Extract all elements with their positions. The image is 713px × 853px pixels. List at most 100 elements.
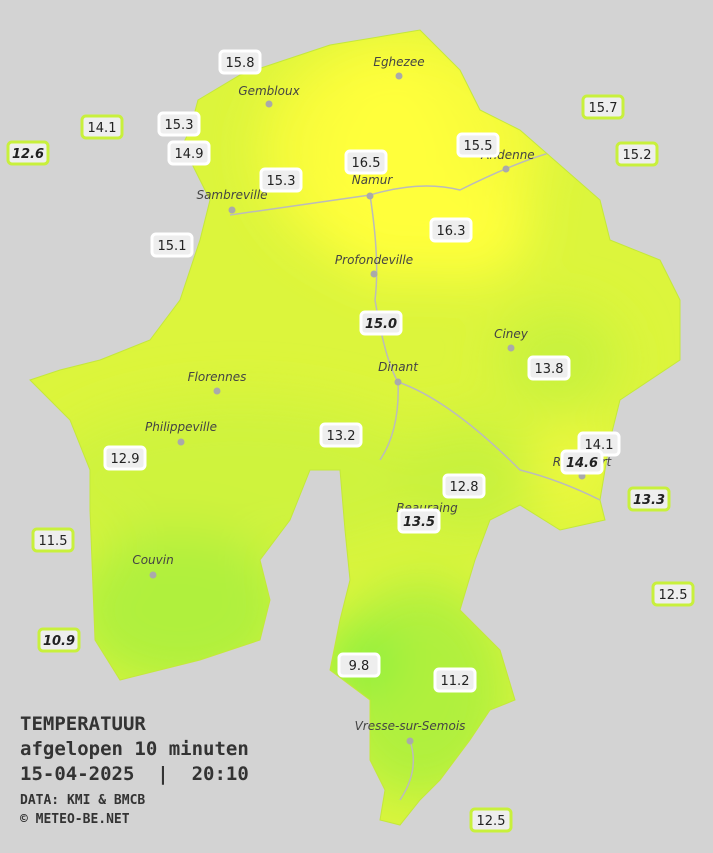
station-box	[319, 422, 363, 448]
title: TEMPERATUUR	[20, 713, 146, 735]
station: 13.8	[527, 355, 571, 381]
station-value: 9.8	[349, 659, 370, 674]
station-value: 15.8	[226, 56, 255, 71]
station: 16.3	[429, 217, 473, 243]
subtitle: afgelopen 10 minuten	[20, 738, 249, 760]
station: 16.5	[344, 149, 388, 175]
station-box	[167, 140, 211, 166]
town-label: Sambreville	[196, 188, 267, 202]
station-value: 10.9	[43, 634, 75, 649]
station-value: 16.3	[437, 224, 466, 239]
town-dot	[395, 72, 403, 80]
station: 15.3	[259, 167, 303, 193]
station-box	[456, 132, 500, 158]
station: 12.9	[103, 445, 147, 471]
town-dot	[507, 344, 515, 352]
station-box	[31, 527, 75, 553]
town-dot	[149, 571, 157, 579]
station-value: 11.2	[441, 674, 470, 689]
station: 15.3	[157, 111, 201, 137]
station-box	[37, 627, 81, 653]
station-value: 12.8	[450, 480, 479, 495]
station-value: 15.3	[267, 174, 296, 189]
station-value: 11.5	[39, 534, 68, 549]
town-dot	[177, 438, 185, 446]
station-box	[337, 652, 381, 678]
station-value: 14.1	[585, 438, 614, 453]
station-box	[527, 355, 571, 381]
town-dot	[394, 378, 402, 386]
station: 15.2	[615, 141, 659, 167]
station-value: 15.7	[589, 101, 618, 116]
station: 10.9	[37, 627, 81, 653]
station-box	[6, 140, 50, 166]
station-box	[560, 449, 604, 475]
station-value: 12.6	[12, 147, 44, 162]
station: 11.2	[433, 667, 477, 693]
station-value: 13.2	[327, 429, 356, 444]
station-value: 16.5	[352, 156, 381, 171]
station-box	[397, 508, 441, 534]
station-value: 13.5	[403, 515, 435, 530]
station-value: 13.8	[535, 362, 564, 377]
station-box	[433, 667, 477, 693]
station-value: 15.0	[365, 317, 397, 332]
station: 11.5	[31, 527, 75, 553]
station-value: 15.5	[464, 139, 493, 154]
town-label: Dinant	[378, 360, 419, 374]
station-value: 12.5	[659, 588, 688, 603]
town-dot	[370, 270, 378, 278]
station-box	[103, 445, 147, 471]
station: 14.1	[80, 114, 124, 140]
station: 9.8	[337, 652, 381, 678]
station-box	[359, 310, 403, 336]
town-label: Ciney	[494, 327, 529, 341]
station: 15.1	[150, 232, 194, 258]
station-box	[429, 217, 473, 243]
station-box	[344, 149, 388, 175]
station: 12.6	[6, 140, 50, 166]
station-box	[615, 141, 659, 167]
station: 12.8	[442, 473, 486, 499]
timestamp: 15-04-2025 | 20:10	[20, 763, 249, 785]
town-label: Florennes	[188, 370, 247, 384]
station: 14.9	[167, 140, 211, 166]
town-dot	[406, 737, 414, 745]
town-dot	[228, 206, 236, 214]
station-value: 15.3	[165, 118, 194, 133]
station-box	[80, 114, 124, 140]
station-box	[469, 807, 513, 833]
town-dot	[366, 192, 374, 200]
station-box	[218, 49, 262, 75]
station-box	[157, 111, 201, 137]
station-value: 14.6	[566, 456, 598, 471]
station-value: 12.9	[111, 452, 140, 467]
station-value: 15.2	[623, 148, 652, 163]
station-box	[581, 94, 625, 120]
station: 15.0	[359, 310, 403, 336]
station-value: 14.1	[88, 121, 117, 136]
town-label: Namur	[352, 173, 394, 187]
town-label: Couvin	[132, 553, 173, 567]
station-value: 12.5	[477, 814, 506, 829]
station: 12.5	[469, 807, 513, 833]
town-label: Profondeville	[335, 253, 413, 267]
town-dot	[265, 100, 273, 108]
station-box	[442, 473, 486, 499]
town-label: Gembloux	[238, 84, 300, 98]
town-dot	[213, 387, 221, 395]
station-value: 15.1	[158, 239, 187, 254]
station: 14.6	[560, 449, 604, 475]
town-label: Philippeville	[145, 420, 217, 434]
town-dot	[502, 165, 510, 173]
station: 13.5	[397, 508, 441, 534]
station-value: 13.3	[633, 493, 665, 508]
source: DATA: KMI & BMCB	[20, 793, 145, 808]
station: 15.5	[456, 132, 500, 158]
station: 15.7	[581, 94, 625, 120]
station-box	[627, 486, 671, 512]
station-value: 14.9	[175, 147, 204, 162]
station: 15.8	[218, 49, 262, 75]
town-label: Vresse-sur-Semois	[355, 719, 466, 733]
